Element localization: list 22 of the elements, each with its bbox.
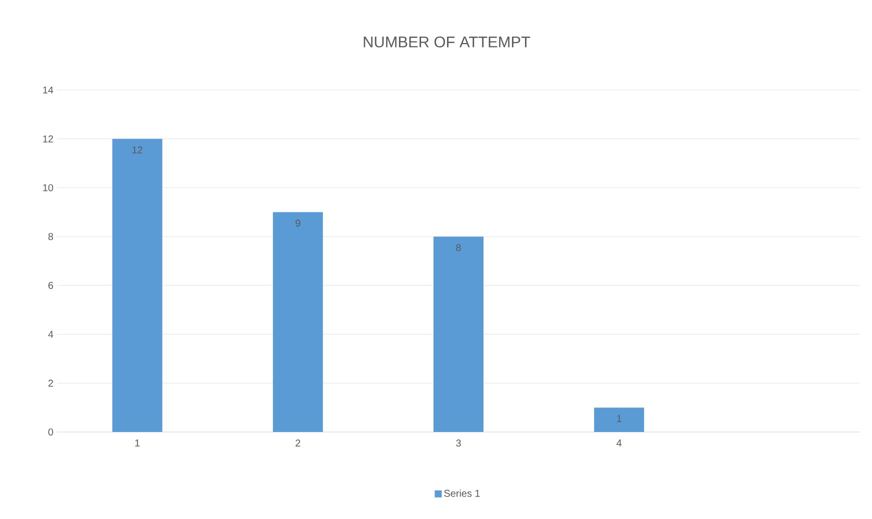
y-tick-label: 2 <box>48 380 53 387</box>
data-label: 1 <box>617 415 622 422</box>
x-tick-label: 1 <box>135 440 140 446</box>
bar <box>594 408 644 432</box>
data-label: 12 <box>132 146 142 154</box>
bar <box>272 212 323 432</box>
bar <box>112 138 162 432</box>
y-tick-label: 4 <box>48 330 54 338</box>
legend-label: Series 1 <box>444 490 480 497</box>
y-tick-label: 8 <box>48 233 54 240</box>
data-label: 8 <box>456 244 461 252</box>
bar <box>434 236 484 432</box>
y-tick-label: 6 <box>48 282 54 289</box>
x-tick-label: 4 <box>616 440 622 446</box>
y-tick-label: 14 <box>43 86 54 94</box>
chart-title: NUMBER OF ATTEMPT <box>364 36 530 48</box>
y-tick-label: 0 <box>48 428 54 436</box>
y-tick-label: 12 <box>43 135 53 142</box>
x-tick-label: 2 <box>296 440 300 446</box>
y-tick-label: 10 <box>43 184 54 192</box>
x-tick-label: 3 <box>456 440 461 447</box>
data-label: 9 <box>296 220 300 227</box>
